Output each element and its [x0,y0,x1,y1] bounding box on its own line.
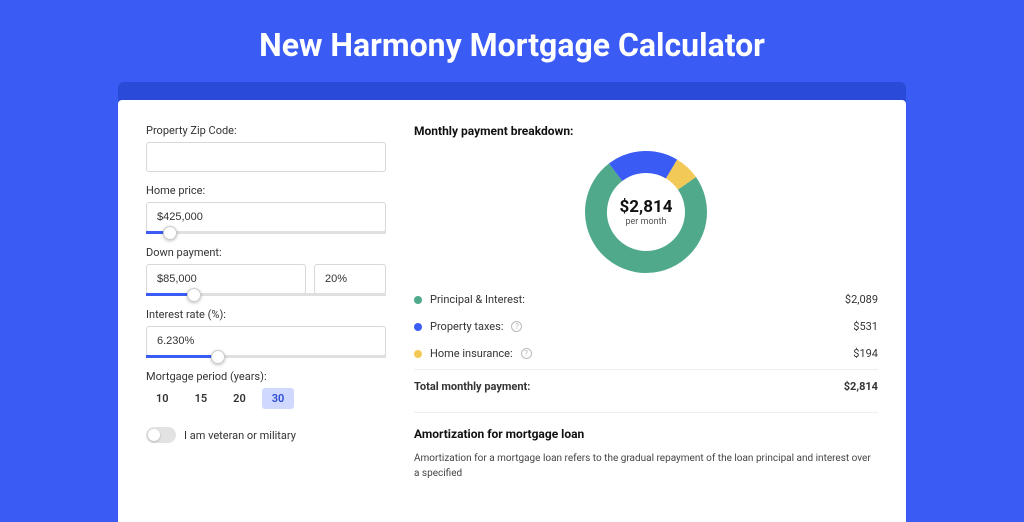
down-payment-slider-thumb[interactable] [187,288,201,302]
donut-chart-wrap: $2,814 per month [414,142,878,286]
interest-rate-slider[interactable] [146,355,386,358]
down-payment-pct-input[interactable] [314,264,386,294]
legend-label-0: Principal & Interest: [430,293,525,306]
zip-input[interactable] [146,142,386,172]
donut-center: $2,814 per month [584,150,708,274]
legend-total-amount: $2,814 [844,380,878,393]
mortgage-period-field: Mortgage period (years): 10 1520 30 [146,370,386,409]
legend-total-row: Total monthly payment: $2,814 [414,369,878,400]
amortization-title: Amortization for mortgage loan [414,427,878,441]
donut-center-amount: $2,814 [620,197,673,217]
period-option-20[interactable]: 20 [223,388,256,409]
legend-label-1: Property taxes: [430,320,503,333]
interest-rate-input[interactable] [146,326,386,356]
home-price-field: Home price: [146,184,386,234]
period-option-30[interactable]: 30 [262,388,295,409]
legend-row-2: Home insurance:? $194 [414,340,878,367]
home-price-input[interactable] [146,202,386,232]
legend-total-label: Total monthly payment: [414,380,530,393]
info-icon[interactable]: ? [511,321,522,332]
veteran-toggle-knob [148,429,160,441]
legend-amount-1: $531 [853,320,878,333]
legend-amount-0: $2,089 [845,293,878,306]
calculator-card: Property Zip Code: Home price: Down paym… [118,100,906,522]
home-price-slider-thumb[interactable] [163,226,177,240]
donut-center-label: per month [625,217,666,227]
interest-rate-field: Interest rate (%): [146,308,386,358]
amortization-text: Amortization for a mortgage loan refers … [414,451,878,481]
info-icon[interactable]: ? [521,348,532,359]
down-payment-slider[interactable] [146,293,386,296]
interest-rate-label: Interest rate (%): [146,308,386,321]
legend-dot-1 [414,323,422,331]
period-option-15[interactable]: 15 [185,388,218,409]
home-price-label: Home price: [146,184,386,197]
legend-dot-0 [414,296,422,304]
veteran-label: I am veteran or military [184,429,296,442]
zip-label: Property Zip Code: [146,124,386,137]
donut-chart: $2,814 per month [584,150,708,274]
breakdown-column: Monthly payment breakdown: $2,814 per mo… [414,124,878,522]
home-price-slider[interactable] [146,231,386,234]
breakdown-title: Monthly payment breakdown: [414,124,878,138]
form-column: Property Zip Code: Home price: Down paym… [146,124,386,522]
legend-label-2: Home insurance: [430,347,513,360]
veteran-field: I am veteran or military [146,427,386,443]
down-payment-field: Down payment: [146,246,386,296]
legend-dot-2 [414,350,422,358]
page-title: New Harmony Mortgage Calculator [0,0,1024,82]
legend-row-1: Property taxes:? $531 [414,313,878,340]
amortization-block: Amortization for mortgage loan Amortizat… [414,412,878,481]
down-payment-label: Down payment: [146,246,386,259]
zip-field: Property Zip Code: [146,124,386,172]
legend-amount-2: $194 [853,347,878,360]
veteran-toggle[interactable] [146,427,176,443]
mortgage-period-label: Mortgage period (years): [146,370,386,383]
down-payment-amount-input[interactable] [146,264,306,294]
calculator-card-outer: Property Zip Code: Home price: Down paym… [118,82,906,522]
interest-rate-slider-fill [146,355,218,358]
period-option-10[interactable]: 10 [146,388,179,409]
interest-rate-slider-thumb[interactable] [211,350,225,364]
legend-row-0: Principal & Interest: $2,089 [414,286,878,313]
